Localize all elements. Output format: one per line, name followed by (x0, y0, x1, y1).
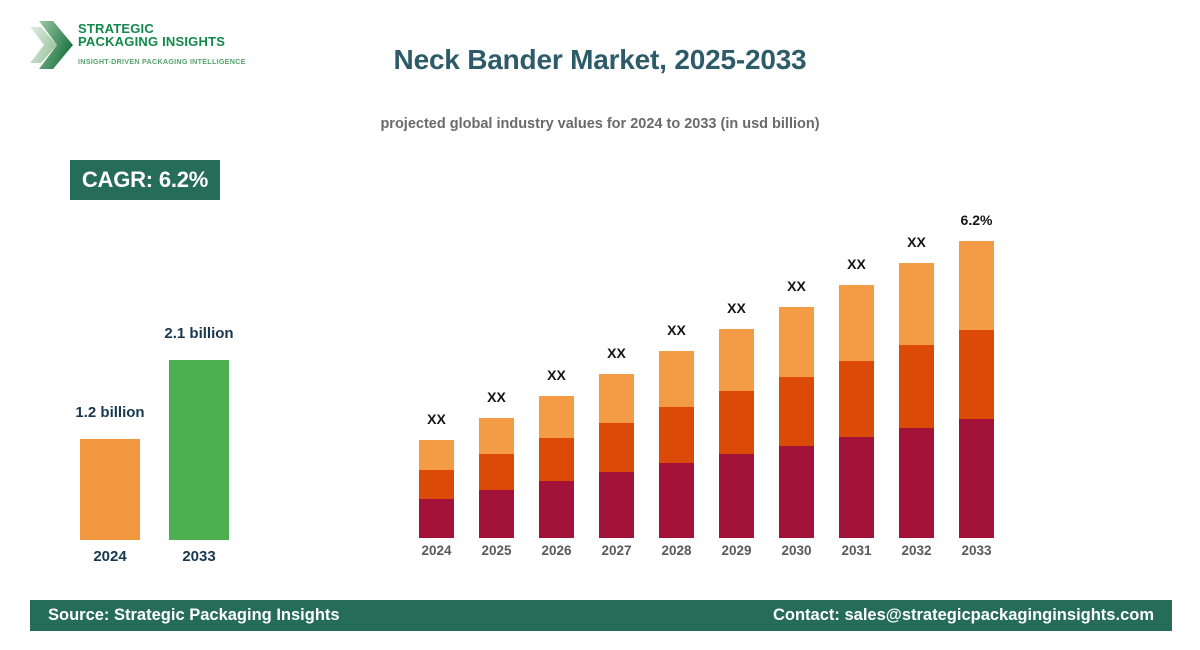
bar-value-label: 6.2% (960, 212, 993, 228)
bar-year-label: 2030 (781, 543, 812, 558)
comparison-bar (169, 360, 229, 540)
bar-segment-top (839, 285, 874, 361)
bar-segment-middle (839, 361, 874, 437)
bar-segment-top (959, 241, 994, 330)
stacked-bar-group: XX 2028 (659, 322, 694, 558)
bar-segment-middle (479, 454, 514, 490)
bar-segment-middle (419, 470, 454, 499)
bar-year-label: 2029 (721, 543, 752, 558)
footer-source-text: Source: Strategic Packaging Insights (48, 606, 340, 624)
bar-year-label: 2032 (901, 543, 932, 558)
bar-stack (719, 329, 754, 538)
bar-stack (419, 440, 454, 538)
cagr-badge: CAGR: 6.2% (70, 160, 220, 200)
bar-value-label: XX (907, 234, 926, 250)
bar-value-label: XX (667, 322, 686, 338)
comparison-value-label: 2.1 billion (164, 325, 234, 342)
comparison-year-label: 2033 (182, 548, 216, 565)
bar-segment-bottom (719, 454, 754, 538)
comparison-bar-group: 1.2 billion 2024 (55, 404, 165, 565)
stacked-bar-group: XX 2032 (899, 234, 934, 558)
bar-segment-bottom (899, 428, 934, 538)
main-stacked-chart: XX 2024 XX 2025 XX 2026 XX 2027 XX 2028 XX 2029 XX 20… (419, 198, 994, 558)
bar-year-label: 2031 (841, 543, 872, 558)
comparison-year-label: 2024 (93, 548, 127, 565)
bar-stack (959, 241, 994, 538)
brand-logo: STRATEGIC PACKAGING INSIGHTS INSIGHT-DRI… (30, 18, 246, 69)
bar-stack (659, 351, 694, 538)
bar-segment-top (599, 374, 634, 423)
stacked-bar-group: XX 2031 (839, 256, 874, 558)
bar-year-label: 2028 (661, 543, 692, 558)
bar-segment-bottom (959, 419, 994, 538)
bar-segment-top (419, 440, 454, 470)
bar-stack (479, 418, 514, 538)
bar-value-label: XX (727, 300, 746, 316)
brand-name-line1: STRATEGIC (78, 21, 154, 36)
bar-value-label: XX (847, 256, 866, 272)
bar-segment-bottom (659, 463, 694, 538)
bar-value-label: XX (547, 367, 566, 383)
bar-year-label: 2026 (541, 543, 572, 558)
page-subtitle: projected global industry values for 202… (380, 116, 820, 132)
bar-segment-middle (899, 345, 934, 428)
comparison-bar (80, 439, 140, 540)
bar-segment-middle (779, 377, 814, 446)
bar-segment-bottom (419, 499, 454, 538)
bar-value-label: XX (607, 345, 626, 361)
stacked-bar-group: 6.2% 2033 (959, 212, 994, 558)
brand-name-line2: PACKAGING INSIGHTS (78, 33, 226, 49)
bar-segment-top (719, 329, 754, 391)
bar-segment-middle (539, 438, 574, 481)
bar-stack (839, 285, 874, 538)
bar-segment-middle (659, 407, 694, 463)
bar-value-label: XX (487, 389, 506, 405)
bar-segment-bottom (839, 437, 874, 538)
stacked-bar-group: XX 2025 (479, 389, 514, 558)
footer-contact-text: Contact: sales@strategicpackaginginsight… (772, 606, 1154, 624)
bar-stack (539, 396, 574, 538)
comparison-bar-group: 2.1 billion 2033 (144, 325, 254, 565)
bar-value-label: XX (427, 411, 446, 427)
stacked-bar-group: XX 2024 (419, 411, 454, 558)
comparison-value-label: 1.2 billion (75, 404, 145, 421)
bar-year-label: 2033 (961, 543, 992, 558)
bar-segment-top (479, 418, 514, 454)
bar-segment-middle (719, 391, 754, 454)
brand-text: STRATEGIC PACKAGING INSIGHTS INSIGHT-DRI… (78, 18, 246, 69)
bar-stack (599, 374, 634, 538)
bar-value-label: XX (787, 278, 806, 294)
bar-stack (899, 263, 934, 538)
footer-bar: Source: Strategic Packaging Insights Con… (30, 600, 1172, 631)
bar-year-label: 2025 (481, 543, 512, 558)
stacked-bar-group: XX 2030 (779, 278, 814, 558)
bar-segment-top (899, 263, 934, 345)
bar-segment-bottom (479, 490, 514, 538)
bar-stack (779, 307, 814, 538)
stacked-bar-group: XX 2027 (599, 345, 634, 558)
bar-segment-bottom (599, 472, 634, 538)
bar-year-label: 2024 (421, 543, 452, 558)
stacked-bar-group: XX 2029 (719, 300, 754, 558)
stacked-bar-group: XX 2026 (539, 367, 574, 558)
bar-segment-bottom (539, 481, 574, 538)
bar-year-label: 2027 (601, 543, 632, 558)
brand-tagline: INSIGHT-DRIVEN PACKAGING INTELLIGENCE (78, 57, 246, 66)
bar-segment-top (539, 396, 574, 438)
bar-segment-middle (599, 423, 634, 472)
bar-segment-top (779, 307, 814, 377)
bar-segment-top (659, 351, 694, 407)
bar-segment-bottom (779, 446, 814, 538)
bar-segment-middle (959, 330, 994, 419)
brand-chevron-icon (30, 21, 73, 69)
page-title: Neck Bander Market, 2025-2033 (393, 44, 807, 75)
